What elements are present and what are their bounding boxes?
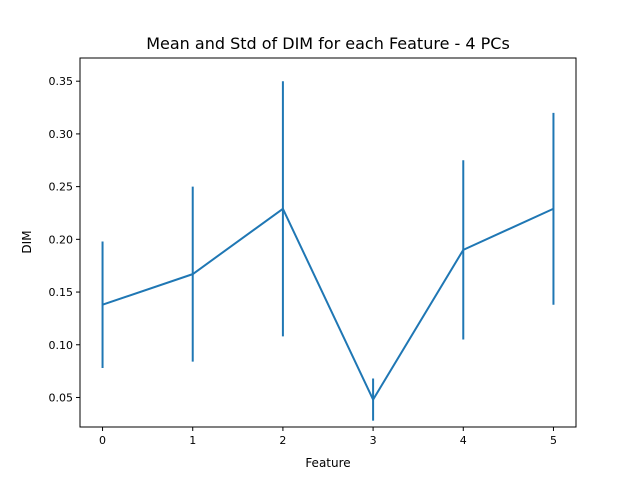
x-tick-label: 2 [279, 434, 286, 447]
data-marks [101, 81, 555, 421]
chart-title: Mean and Std of DIM for each Feature - 4… [146, 34, 510, 53]
y-tick-label: 0.10 [49, 339, 74, 352]
plot-frame [79, 57, 577, 428]
y-tick-label: 0.15 [49, 286, 74, 299]
y-tick-label: 0.05 [49, 391, 74, 404]
axis-ticks: 0 1 2 3 4 5 0.05 0.10 0.15 0.20 0.25 0.30 0.35 [49, 75, 557, 447]
x-tick-label: 0 [99, 434, 106, 447]
y-tick-label: 0.25 [49, 181, 74, 194]
y-axis-label: DIM [20, 230, 34, 253]
x-tick-label: 1 [189, 434, 196, 447]
y-tick-label: 0.30 [49, 128, 74, 141]
series-line [102, 207, 554, 401]
y-tick-label: 0.20 [49, 233, 74, 246]
x-axis-label: Feature [305, 456, 350, 470]
x-tick-label: 3 [370, 434, 377, 447]
x-tick-label: 5 [550, 434, 557, 447]
x-tick-label: 4 [460, 434, 467, 447]
y-tick-label: 0.35 [49, 75, 74, 88]
